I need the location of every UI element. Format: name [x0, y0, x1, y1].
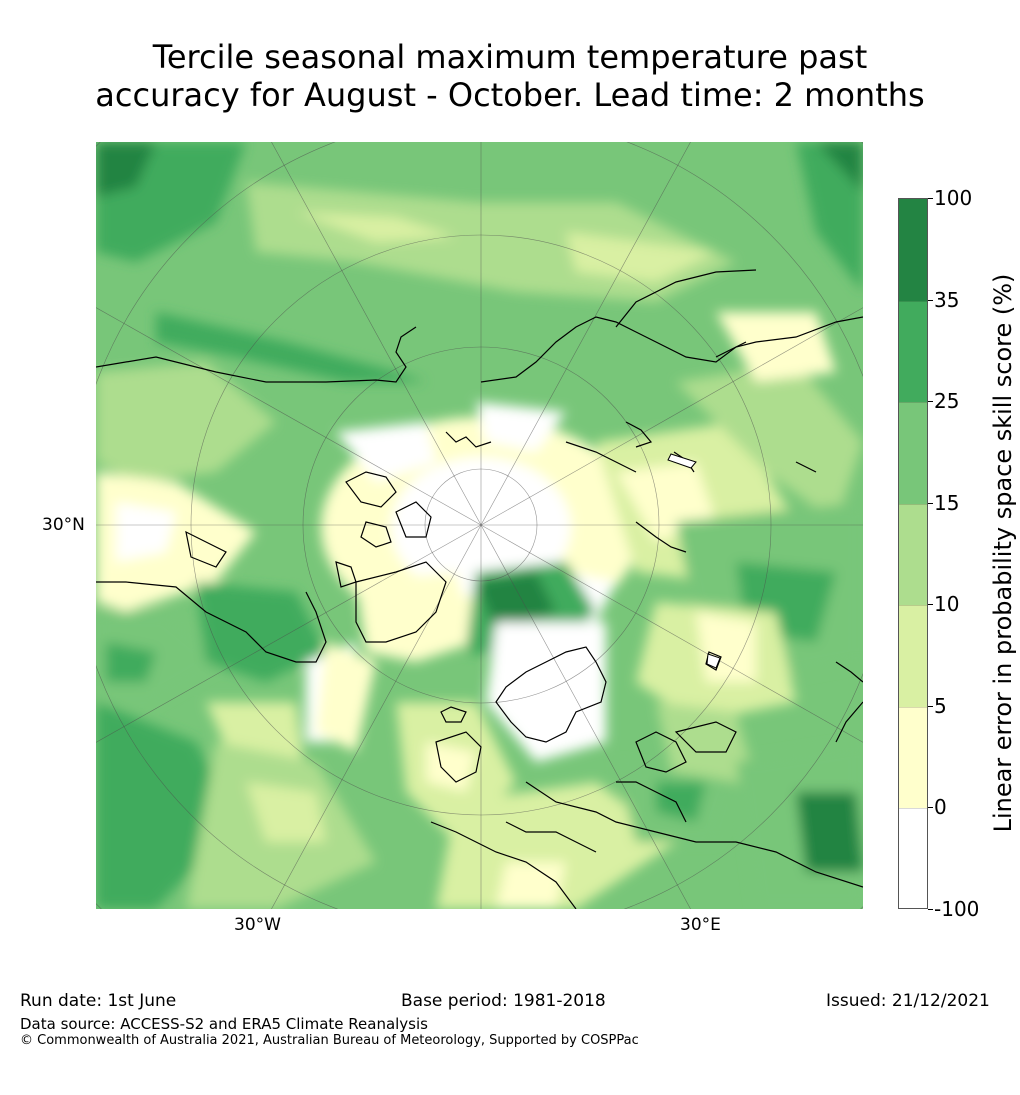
colorbar-tick-label: 0 [934, 795, 947, 820]
colorbar-tick-label: -100 [934, 897, 980, 921]
coastlines [96, 269, 863, 909]
colorbar-bin [899, 503, 927, 606]
copyright: © Commonwealth of Australia 2021, Austra… [20, 1033, 639, 1048]
colorbar-tick-mark [928, 502, 933, 504]
colorbar-tick-label: 10 [934, 592, 960, 617]
colorbar-tick-mark [928, 198, 933, 199]
lat-label-30n: 30°N [42, 515, 85, 535]
colorbar-tick-mark [928, 909, 933, 910]
colorbar-tick-mark [928, 401, 933, 403]
run-date: Run date: 1st June [20, 991, 177, 1011]
colorbar-tick-label: 15 [934, 490, 960, 515]
colorbar-label: Linear error in probability space skill … [989, 273, 1017, 833]
title-line-2: accuracy for August - October. Lead time… [95, 76, 925, 114]
colorbar-bin [899, 808, 927, 908]
lon-label-30w: 30°W [234, 915, 281, 935]
colorbar-tick-label: 25 [934, 389, 960, 414]
chart-title: Tercile seasonal maximum temperature pas… [0, 38, 1020, 114]
colorbar [898, 198, 928, 909]
colorbar-tick-label: 35 [934, 287, 960, 312]
lon-label-30e: 30°E [680, 915, 721, 935]
colorbar-bin [899, 402, 927, 504]
colorbar-tick-mark [928, 705, 933, 707]
base-period: Base period: 1981-2018 [401, 991, 606, 1011]
colorbar-tick-mark [928, 604, 933, 606]
map-canvas [96, 142, 863, 909]
data-source: Data source: ACCESS-S2 and ERA5 Climate … [20, 1015, 428, 1033]
graticule [96, 142, 863, 909]
colorbar-bin [899, 300, 927, 403]
colorbar-tick-label: 5 [934, 693, 947, 718]
colorbar-bin [899, 199, 927, 301]
colorbar-tick-mark [928, 299, 933, 301]
issued-date: Issued: 21/12/2021 [826, 991, 990, 1011]
colorbar-tick-label: 100 [934, 186, 973, 210]
colorbar-tick-mark [928, 807, 933, 809]
title-line-1: Tercile seasonal maximum temperature pas… [152, 38, 868, 76]
colorbar-bin [899, 605, 927, 707]
polar-skill-map [96, 142, 863, 909]
colorbar-bin [899, 706, 927, 809]
islands-lakes [667, 453, 721, 669]
